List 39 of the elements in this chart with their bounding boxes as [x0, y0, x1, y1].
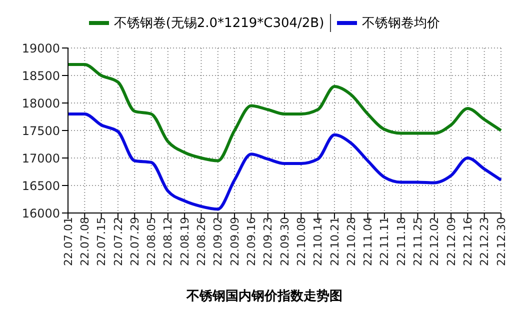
x-tick-label: 22.10.21 [328, 217, 342, 266]
x-tick-label: 22.09.30 [278, 217, 292, 266]
x-tick-label: 22.07.15 [95, 217, 108, 266]
x-tick-label: 22.07.01 [62, 217, 75, 266]
x-tick-label: 22.11.04 [362, 217, 375, 266]
x-tick-label: 22.12.16 [462, 217, 474, 266]
x-tick-label: 22.12.09 [444, 217, 458, 266]
x-tick-label: 22.09.23 [262, 217, 275, 266]
legend-label: 不锈钢卷(无锡2.0*1219*C304/2B) [114, 15, 324, 32]
x-tick-label: 22.07.29 [128, 217, 142, 266]
y-tick-label: 18500 [22, 68, 60, 83]
y-tick-label: 16500 [22, 178, 60, 193]
x-tick-label: 22.10.08 [294, 217, 308, 266]
text: 不锈钢国内钢价指数走势图 [185, 288, 344, 305]
line-series [66, 112, 502, 211]
x-tick-label: 22.11.11 [378, 217, 392, 266]
x-tick-label: 22.10.14 [312, 217, 325, 266]
y-tick-label: 19000 [22, 41, 60, 56]
x-tick-label: 22.08.05 [145, 217, 158, 266]
x-tick-label: 22.08.12 [162, 217, 175, 266]
x-tick-label: 22.12.23 [478, 217, 492, 266]
x-tick-label: 22.07.22 [112, 217, 125, 266]
y-tick-label: 16000 [22, 206, 60, 220]
y-tick-label: 18000 [22, 96, 60, 110]
x-tick-label: 22.10.28 [344, 217, 358, 266]
x-tick-label: 22.12.02 [428, 217, 442, 266]
x-tick-label: 22.07.08 [78, 217, 92, 266]
legend-label: 不锈钢卷均价 [362, 15, 440, 32]
x-tick-label: 22.08.26 [195, 217, 208, 266]
x-tick-label: 22.12.30 [494, 217, 508, 266]
y-tick-label: 17500 [22, 124, 60, 138]
x-tick-label: 22.09.02 [212, 217, 225, 266]
x-tick-label: 22.09.16 [245, 217, 258, 266]
x-tick-label: 22.08.19 [178, 217, 192, 266]
y-tick-label: 17000 [22, 151, 60, 166]
line-series [66, 63, 502, 162]
x-tick-label: 22.11.25 [412, 217, 425, 266]
x-tick-label: 22.09.09 [228, 217, 242, 266]
x-tick-label: 22.11.18 [394, 217, 408, 266]
